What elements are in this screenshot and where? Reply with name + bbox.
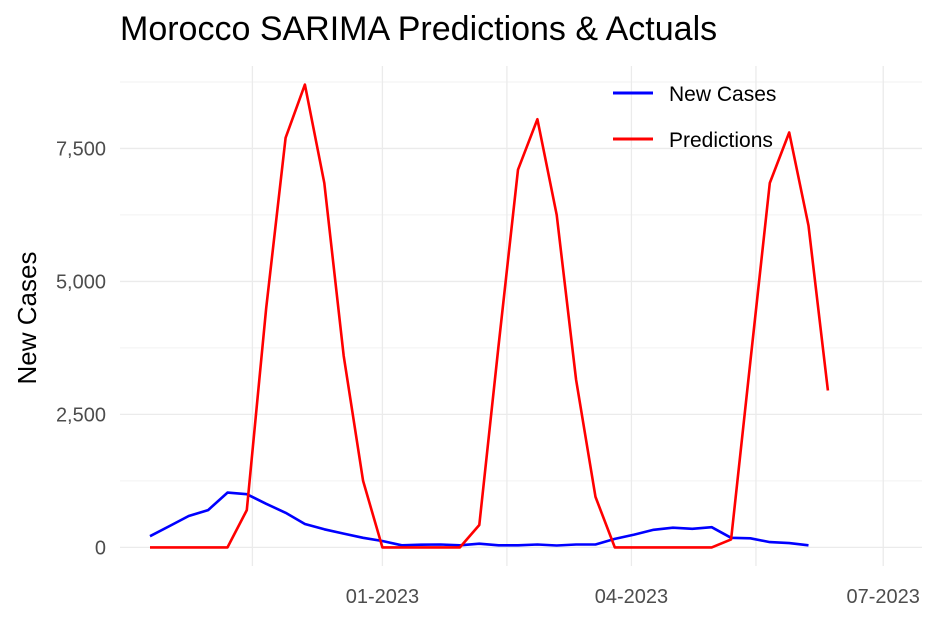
legend-label-predictions: Predictions — [669, 129, 773, 152]
series-line-new-cases — [149, 491, 809, 547]
y-tick-label: 5,000 — [56, 271, 106, 293]
x-tick-label: 07-2023 — [847, 586, 920, 608]
y-tick-label: 7,500 — [56, 138, 106, 160]
x-tick-label: 01-2023 — [346, 586, 419, 608]
y-tick-labels: 0 2,500 5,000 7,500 — [56, 138, 106, 559]
series-line-predictions — [150, 83, 830, 549]
series-layer — [149, 83, 830, 549]
y-axis-label: New Cases — [12, 252, 42, 385]
minor-gridlines — [120, 66, 922, 566]
chart-title: Morocco SARIMA Predictions & Actuals — [120, 10, 717, 48]
x-tick-label: 04-2023 — [595, 586, 668, 608]
y-tick-label: 2,500 — [56, 404, 106, 426]
major-gridlines — [120, 66, 922, 566]
legend-label-new-cases: New Cases — [669, 83, 776, 106]
y-tick-label: 0 — [95, 537, 106, 559]
legend: New Cases Predictions — [613, 83, 776, 152]
x-tick-labels: 01-2023 04-2023 07-2023 — [346, 586, 920, 608]
